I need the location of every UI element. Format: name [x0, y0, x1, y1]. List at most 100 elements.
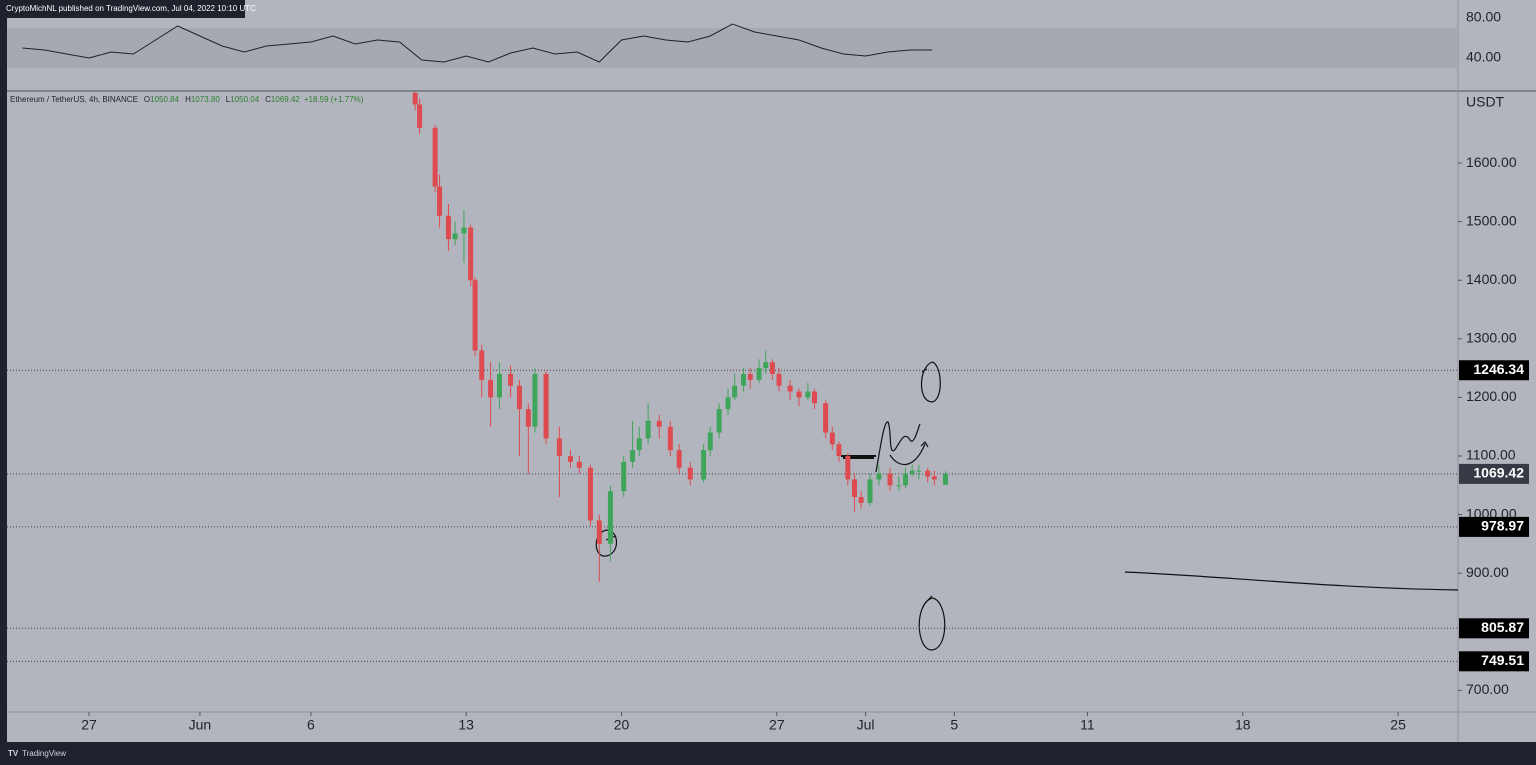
- publisher: CryptoMichNL published on TradingView.co…: [6, 4, 256, 13]
- hand-circle: [918, 595, 946, 651]
- candle-body: [630, 450, 636, 462]
- footer-brand: TradingView: [22, 749, 66, 758]
- x-tick-label: 25: [1390, 717, 1406, 733]
- x-tick-label: 27: [769, 717, 785, 733]
- candle-body: [417, 104, 423, 128]
- candle-body: [667, 426, 673, 451]
- candle-body: [876, 473, 882, 480]
- candle-body: [707, 432, 713, 451]
- footer-logo: TV: [8, 749, 19, 758]
- candle-body: [596, 520, 602, 544]
- candle-body: [741, 373, 747, 386]
- candle-body: [412, 92, 418, 105]
- rsi-line: [22, 23, 933, 63]
- hand-arrow: [889, 441, 929, 466]
- x-tick-label: 5: [950, 717, 958, 733]
- price-label: 1246.34: [1473, 361, 1524, 377]
- candle-body: [887, 473, 893, 486]
- price-label-box: [1459, 360, 1529, 381]
- candle-body: [607, 491, 613, 544]
- candle-body: [587, 467, 593, 521]
- legend-value: 1050.04: [230, 95, 259, 104]
- price-label-box: [1459, 618, 1529, 639]
- price-label-box: [1459, 516, 1529, 537]
- legend-text: Ethereum / TetherUS, 4h, BINANCE O1050.84…: [10, 95, 364, 104]
- legend-value: 1069.42: [271, 95, 300, 104]
- candle-body: [836, 444, 842, 456]
- candle-body: [858, 496, 864, 503]
- annotations: [595, 361, 1459, 651]
- legend-key: H: [185, 95, 191, 104]
- candle-body: [461, 227, 467, 234]
- candle-body: [732, 385, 738, 398]
- price-label: 1069.42: [1473, 465, 1524, 481]
- candle-body: [896, 485, 902, 487]
- candle-body: [747, 373, 753, 380]
- candle-body: [432, 127, 438, 187]
- y-tick-label: 1400.00: [1466, 271, 1517, 287]
- x-tick-label: 13: [458, 717, 474, 733]
- x-tick-label: 6: [307, 717, 315, 733]
- y-tick-label: 1500.00: [1466, 212, 1517, 228]
- candle-body: [636, 438, 642, 451]
- legend-key: O: [144, 95, 150, 104]
- candle-body: [903, 473, 909, 486]
- candle-body: [488, 379, 494, 398]
- price-label: 749.51: [1481, 652, 1524, 668]
- rsi-tick-label: 40.00: [1466, 49, 1501, 65]
- candle-body: [656, 420, 662, 427]
- candle-body: [508, 373, 514, 386]
- candle-body: [931, 476, 937, 480]
- x-tick-label: 27: [81, 717, 97, 733]
- y-tick-label: 700.00: [1466, 681, 1509, 697]
- symbol: Ethereum / TetherUS, 4h, BINANCE: [10, 95, 138, 104]
- legend: Ethereum / TetherUS, 4h, BINANCE O1050.84…: [10, 95, 364, 104]
- candle-body: [756, 368, 762, 380]
- candle-body: [452, 233, 458, 240]
- price-label: 978.97: [1481, 518, 1524, 534]
- hand-curve: [1124, 571, 1459, 591]
- candle-body: [676, 450, 682, 468]
- candle-body: [829, 432, 835, 445]
- candle-body: [716, 409, 722, 433]
- price-pane: [7, 92, 1458, 662]
- rsi-group: [22, 23, 933, 63]
- candle-body: [867, 479, 873, 503]
- candle-body: [556, 438, 562, 456]
- hand-path: [875, 421, 921, 473]
- legend-key: L: [226, 95, 231, 104]
- candle-body: [525, 409, 531, 427]
- price-label-box: [1459, 651, 1529, 672]
- candle-body: [776, 373, 782, 386]
- candle-body: [468, 227, 474, 281]
- candle-body: [621, 461, 627, 492]
- candle-body: [763, 362, 769, 369]
- legend-key: C: [265, 95, 271, 104]
- rsi-tick-label: 80.00: [1466, 9, 1501, 25]
- candle-body: [701, 450, 707, 480]
- candle-body: [823, 403, 829, 433]
- candle-body: [909, 470, 915, 474]
- y-tick-label: 1200.00: [1466, 388, 1517, 404]
- candle-body: [576, 461, 582, 468]
- footer-bar: [0, 742, 1536, 765]
- x-tick-label: 11: [1080, 717, 1095, 733]
- price-label: 805.87: [1481, 619, 1524, 635]
- price-label-box: [1459, 463, 1529, 484]
- candle-body: [687, 467, 693, 480]
- candle-body: [532, 373, 538, 427]
- hand-circle: [920, 361, 941, 403]
- legend-value: 1073.80: [191, 95, 220, 104]
- x-tick-label: Jul: [857, 717, 875, 733]
- candle-body: [645, 420, 651, 439]
- candle-body: [437, 186, 443, 216]
- candle-body: [942, 473, 948, 485]
- y-tick-label: 1100.00: [1466, 447, 1516, 463]
- candle-body: [796, 391, 802, 398]
- candle-body: [787, 385, 793, 392]
- x-tick-label: 18: [1235, 717, 1251, 733]
- y-tick-label: 900.00: [1466, 564, 1509, 580]
- rsi-band: [7, 28, 1458, 68]
- candle-body: [479, 350, 485, 380]
